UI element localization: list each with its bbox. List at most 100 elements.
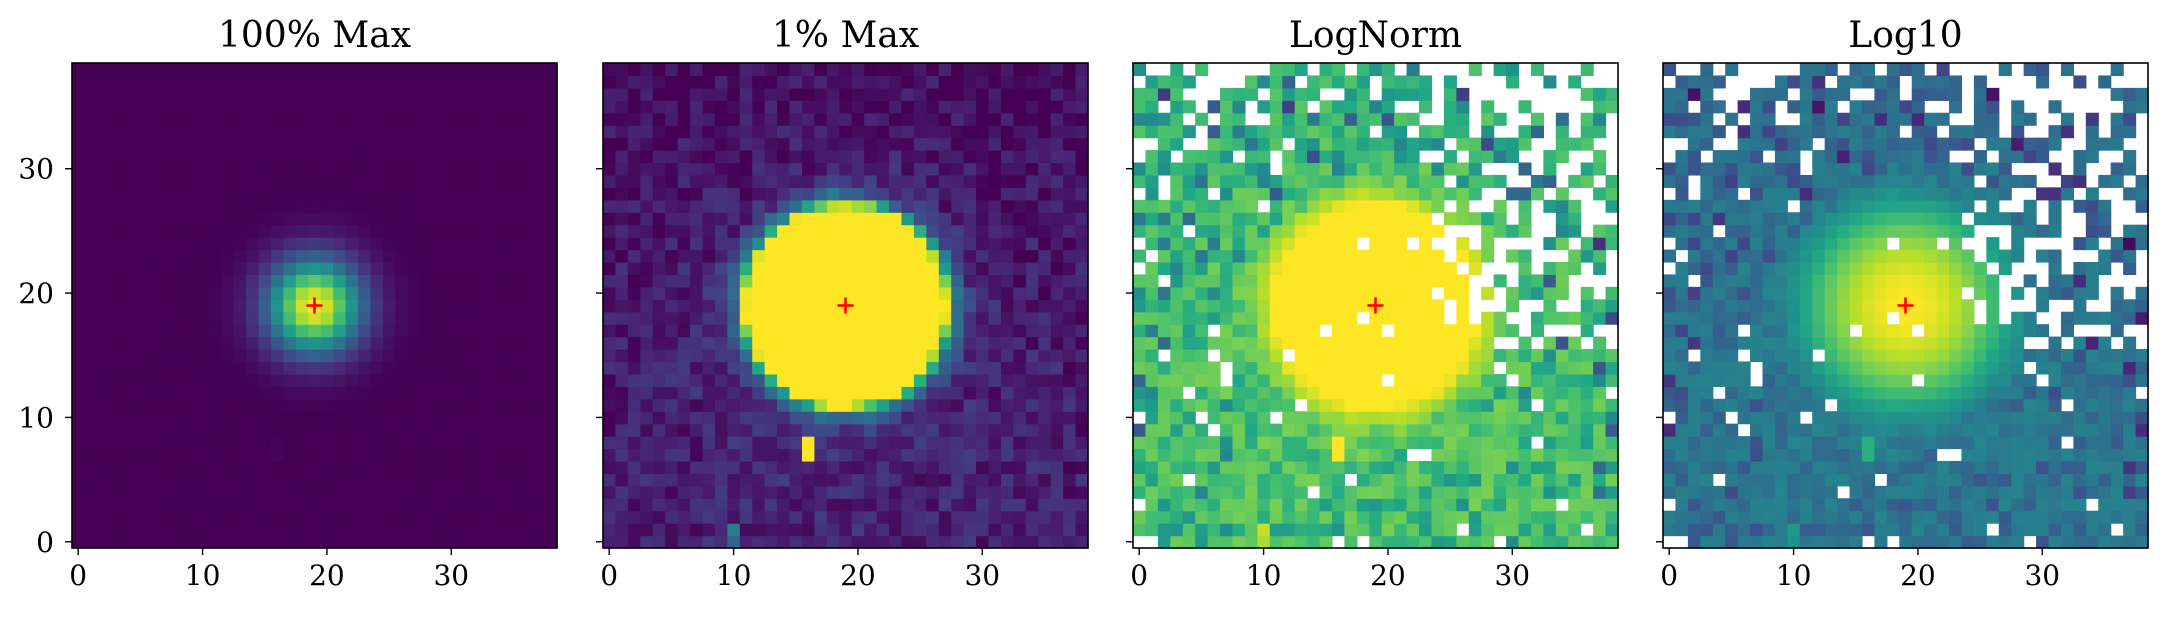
pixel	[714, 423, 728, 437]
pixel	[1133, 286, 1147, 300]
pixel	[1369, 398, 1383, 412]
pixel	[507, 112, 521, 126]
pixel	[1725, 349, 1739, 363]
pixel	[1307, 125, 1321, 139]
pixel	[652, 311, 666, 325]
pixel	[1700, 361, 1714, 375]
pixel	[603, 125, 617, 139]
pixel	[1394, 274, 1408, 288]
pixel	[1145, 311, 1159, 325]
pixel	[171, 212, 185, 226]
pixel	[1949, 423, 1963, 437]
pixel	[988, 286, 1002, 300]
pixel	[1133, 162, 1147, 176]
pixel	[1849, 498, 1863, 512]
pixel	[358, 510, 372, 524]
pixel	[295, 398, 309, 412]
pixel	[752, 324, 766, 338]
pixel	[1737, 485, 1751, 499]
pixel	[1063, 261, 1077, 276]
pixel	[1986, 460, 2000, 474]
pixel	[677, 75, 691, 89]
pixel	[2110, 448, 2124, 462]
pixel	[702, 125, 716, 139]
pixel	[1319, 523, 1333, 537]
pixel	[1580, 386, 1594, 400]
pixel	[84, 460, 98, 474]
pixel	[1762, 411, 1776, 425]
pixel	[208, 63, 222, 77]
pixel	[1712, 398, 1726, 412]
pixel	[876, 535, 890, 549]
pixel	[258, 299, 272, 313]
pixel	[370, 87, 384, 101]
pixel	[1282, 162, 1296, 176]
pixel	[1282, 498, 1296, 512]
pixel	[2123, 436, 2137, 450]
pixel	[652, 75, 666, 89]
pixel	[665, 224, 679, 238]
pixel	[519, 361, 533, 375]
pixel	[926, 485, 940, 499]
pixel	[603, 460, 617, 474]
pixel	[1605, 423, 1619, 437]
pixel	[1568, 498, 1582, 512]
pixel	[208, 125, 222, 139]
pixel	[739, 299, 753, 313]
pixel	[1063, 336, 1077, 350]
pixel	[1050, 473, 1064, 487]
pixel	[1331, 373, 1346, 387]
pixel	[2123, 373, 2137, 387]
pixel	[1506, 63, 1520, 77]
pixel	[2036, 361, 2050, 375]
pixel	[1381, 473, 1395, 487]
pixel	[532, 274, 546, 288]
pixel	[159, 274, 173, 288]
pixel	[345, 423, 359, 437]
pixel	[851, 448, 865, 462]
pixel	[1170, 261, 1184, 276]
pixel	[814, 249, 828, 263]
pixel	[109, 224, 123, 238]
pixel	[221, 523, 235, 537]
pixel	[1307, 224, 1321, 238]
pixel	[690, 286, 704, 300]
pixel	[482, 485, 496, 499]
pixel	[2060, 510, 2074, 524]
pixel	[1344, 137, 1358, 151]
pixel	[1530, 373, 1544, 387]
pixel	[1000, 336, 1014, 350]
pixel	[677, 187, 691, 201]
pixel	[963, 485, 977, 499]
pixel	[913, 261, 927, 276]
pixel	[358, 87, 372, 101]
pixel	[1774, 423, 1788, 437]
pixel	[913, 112, 927, 126]
pixel	[1725, 398, 1739, 412]
pixel	[494, 510, 508, 524]
pixel	[1282, 112, 1296, 126]
pixel	[1456, 373, 1470, 387]
pixel	[976, 411, 990, 425]
pixel	[1543, 436, 1557, 450]
pixel	[1406, 112, 1420, 126]
pixel	[603, 448, 617, 462]
pixel	[1013, 473, 1027, 487]
pixel	[1861, 485, 1876, 499]
pixel	[1899, 448, 1913, 462]
pixel	[1849, 349, 1863, 363]
pixel	[926, 373, 940, 387]
pixel	[1593, 349, 1607, 363]
pixel	[1394, 398, 1408, 412]
pixel	[208, 535, 222, 549]
pixel	[196, 237, 210, 251]
pixel	[627, 249, 641, 263]
pixel	[603, 311, 617, 325]
pixel	[1232, 187, 1246, 201]
pixel	[1568, 535, 1582, 549]
pixel	[370, 423, 384, 437]
pixel	[283, 436, 297, 450]
pixel	[370, 373, 384, 387]
pixel	[851, 510, 865, 524]
pixel	[1593, 386, 1607, 400]
